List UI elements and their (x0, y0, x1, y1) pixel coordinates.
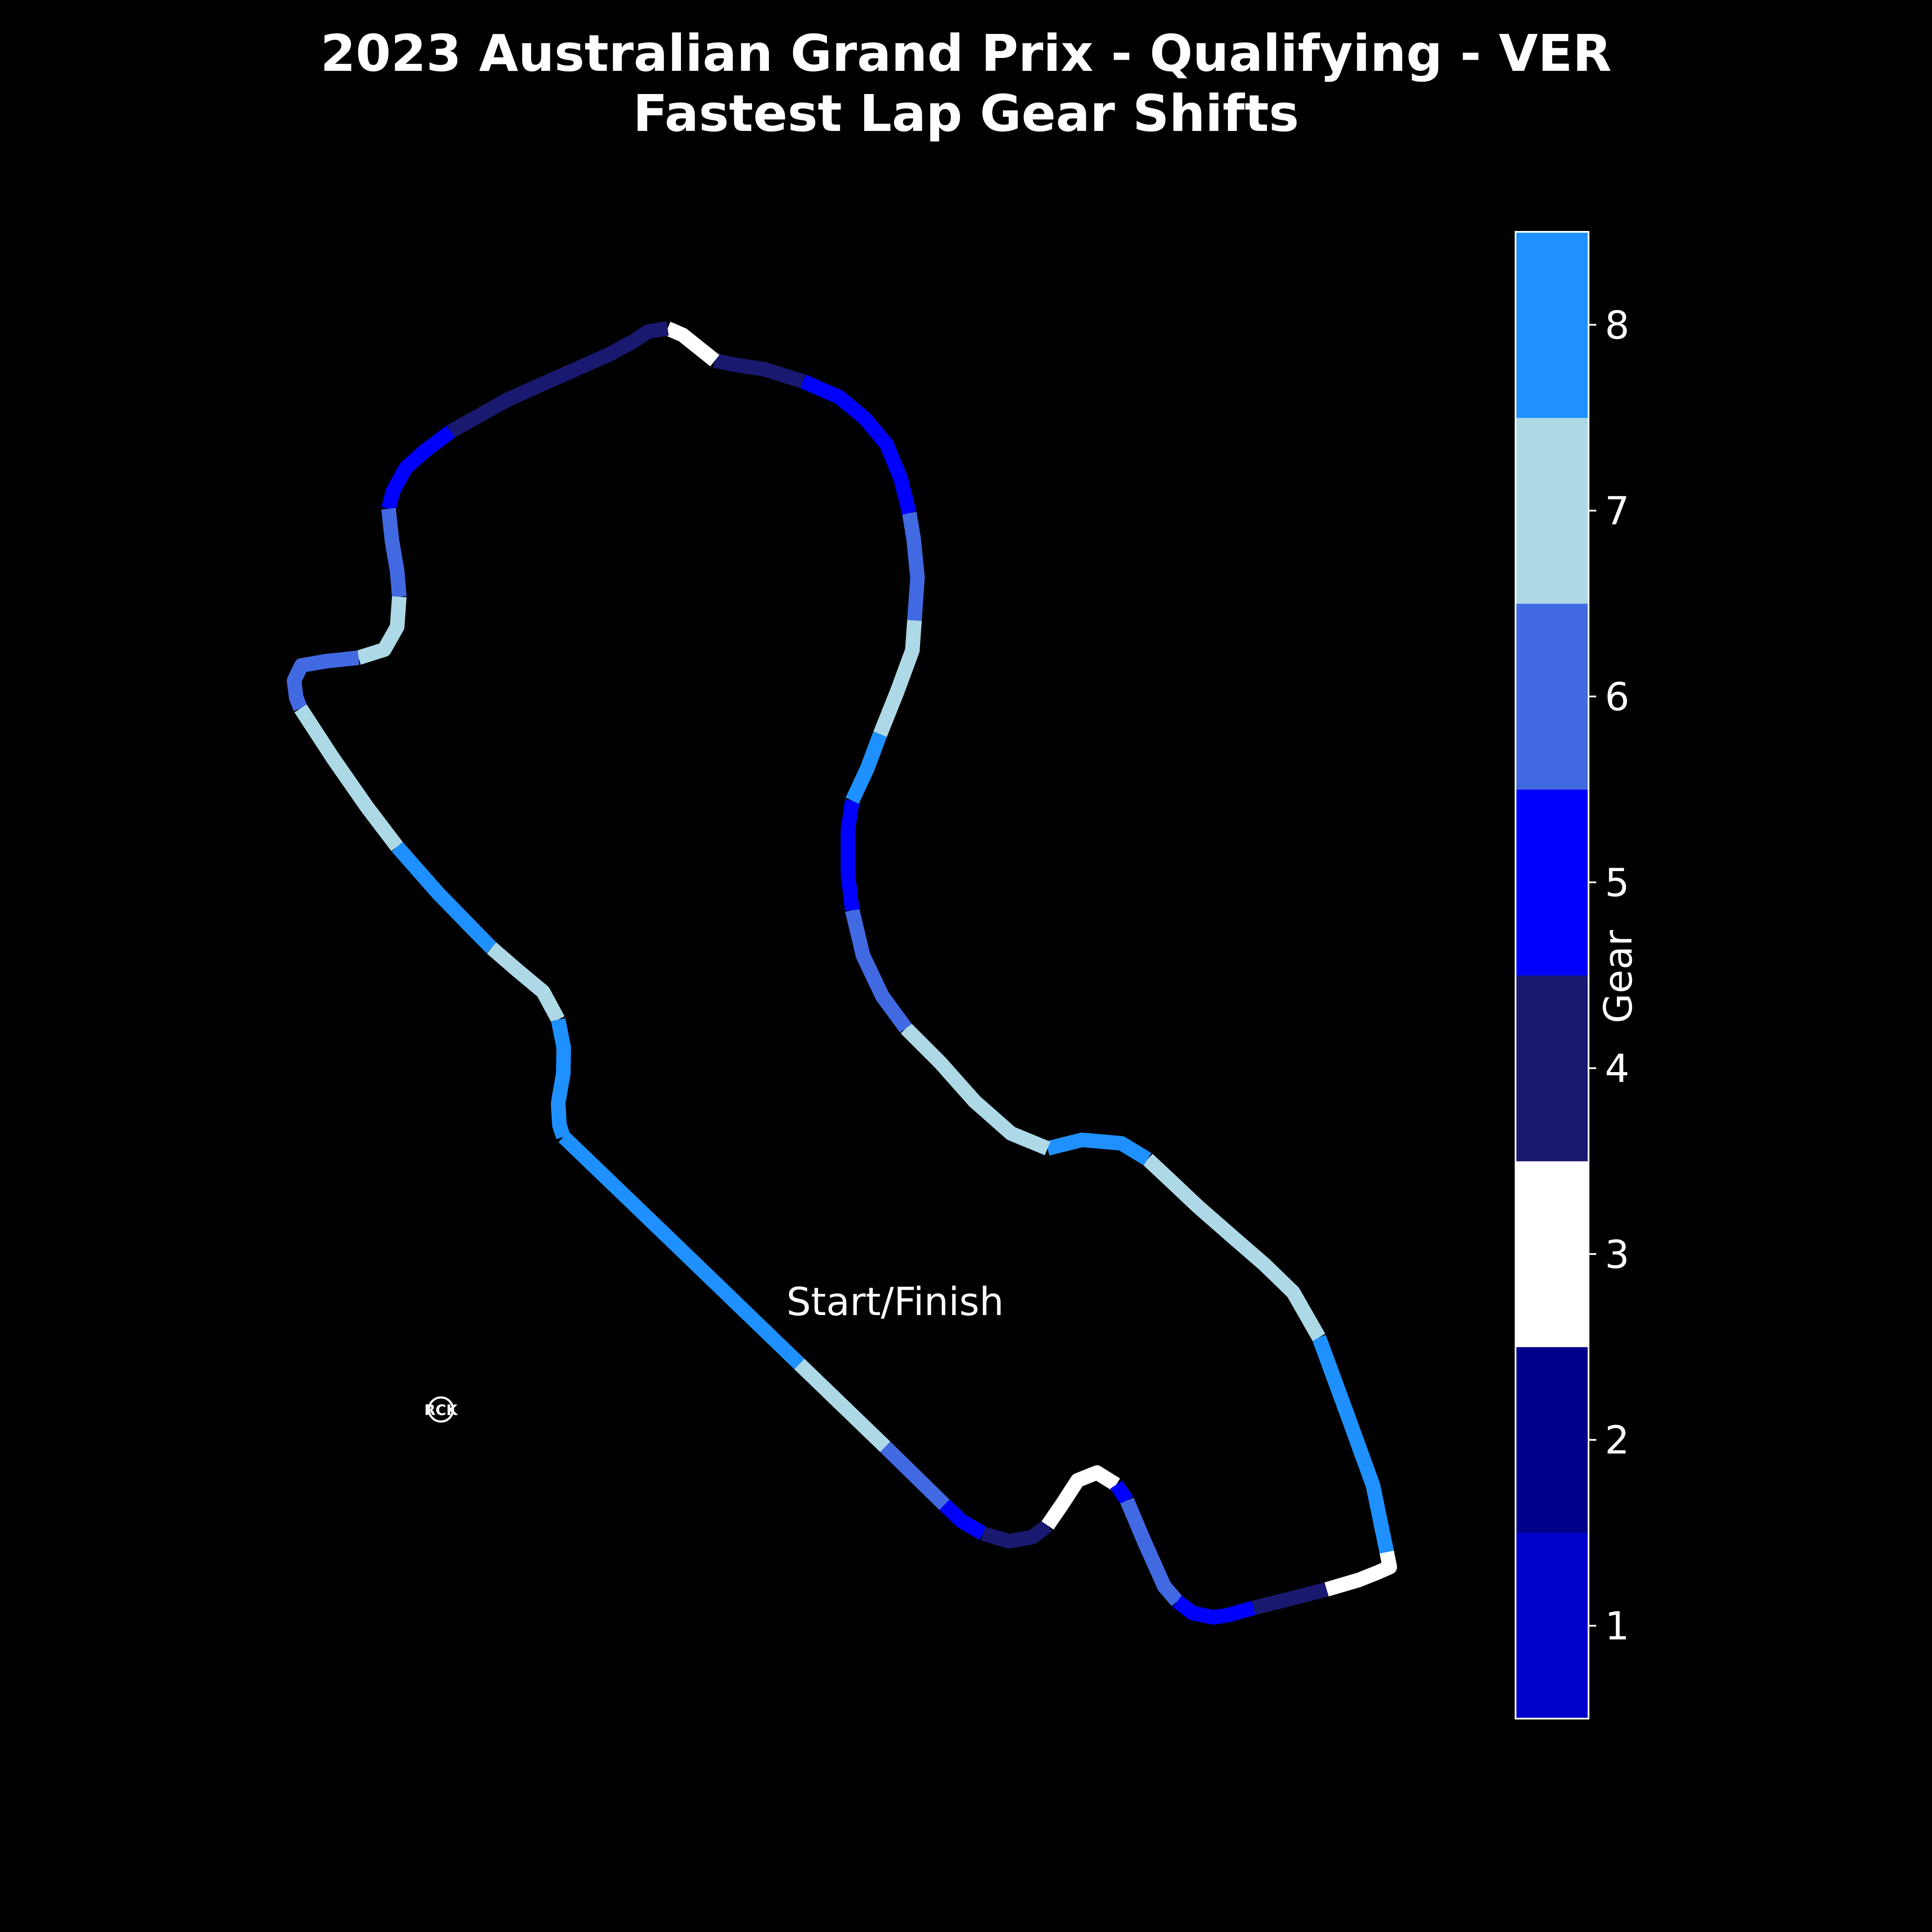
colorbar-tick-label: 3 (1605, 1232, 1629, 1277)
track-segment-gear-8 (845, 732, 887, 804)
colorbar-swatch-1 (1516, 1533, 1589, 1719)
colorbar-tick-label: 4 (1605, 1046, 1629, 1091)
track-segment-gear-7 (294, 704, 403, 851)
colorbar-tick-label: 7 (1605, 489, 1629, 534)
start-finish-annotation: Start/Finish (787, 1279, 1004, 1324)
track-segment-gear-4 (447, 321, 669, 438)
colorbar-label: Gear (1596, 930, 1641, 1023)
track-segment-gear-7 (794, 1358, 890, 1452)
track-segment-gear-8 (392, 841, 497, 953)
track-segment-gear-5 (800, 374, 917, 515)
track-segment-gear-8 (1045, 1133, 1151, 1166)
colorbar-tick-label: 2 (1605, 1418, 1629, 1463)
track-segment-gear-4 (1252, 1582, 1329, 1615)
track-segment-gear-5 (381, 425, 456, 511)
track-segment-gear-3 (1324, 1550, 1397, 1597)
colorbar-swatch-7 (1516, 417, 1589, 604)
track-segment-gear-3 (665, 322, 720, 367)
track-segment-gear-7 (356, 596, 407, 665)
colorbar-tick-label: 8 (1605, 303, 1629, 348)
track-segment-gear-8 (558, 1131, 805, 1370)
colorbar-swatch-4 (1516, 975, 1589, 1161)
track-segment-gear-6 (902, 512, 925, 621)
track-segment-gear-6 (880, 1441, 950, 1510)
colorbar-swatch-2 (1516, 1347, 1589, 1533)
track-segment-gear-7 (486, 942, 565, 1024)
colorbar-border (1515, 231, 1589, 1719)
track-segment-gear-6 (381, 508, 407, 598)
svg-text:RCK: RCK (424, 1402, 458, 1419)
track-segment-gear-6 (287, 650, 359, 711)
track-segment-gear-5 (1110, 1480, 1133, 1505)
track-segment-gear-3 (1041, 1465, 1120, 1530)
colorbar-swatch-8 (1516, 232, 1589, 418)
track-map (287, 321, 1397, 1625)
track-segment-gear-5 (841, 799, 860, 911)
colorbar-swatch-3 (1516, 1161, 1589, 1347)
track-segment-gear-4 (981, 1519, 1052, 1549)
track-segment-gear-7 (873, 620, 922, 737)
rck-logo: RCK (424, 1396, 458, 1423)
track-segment-gear-8 (551, 1018, 571, 1139)
track-segment-gear-5 (1173, 1595, 1256, 1625)
colorbar-tick-label: 5 (1605, 860, 1629, 905)
chart-subtitle: Fastest Lap Gear Shifts (633, 84, 1299, 143)
colorbar-tick-label: 6 (1605, 674, 1629, 720)
track-segment-gear-7 (900, 1023, 1051, 1155)
track-segment-gear-4 (713, 353, 805, 389)
track-segment-gear-6 (845, 908, 912, 1033)
colorbar-tick-label: 1 (1605, 1604, 1629, 1649)
track-segment-gear-7 (1142, 1154, 1325, 1341)
track-segment-gear-5 (939, 1499, 987, 1540)
chart-title: 2023 Australian Grand Prix - Qualifying … (320, 24, 1611, 83)
gear-colorbar: 1 2 3 4 5 6 7 8 (1515, 231, 1629, 1719)
colorbar-swatch-6 (1516, 603, 1589, 790)
colorbar-swatch-5 (1516, 789, 1589, 975)
track-segment-gear-6 (1120, 1498, 1183, 1607)
track-segment-gear-8 (1312, 1335, 1394, 1554)
